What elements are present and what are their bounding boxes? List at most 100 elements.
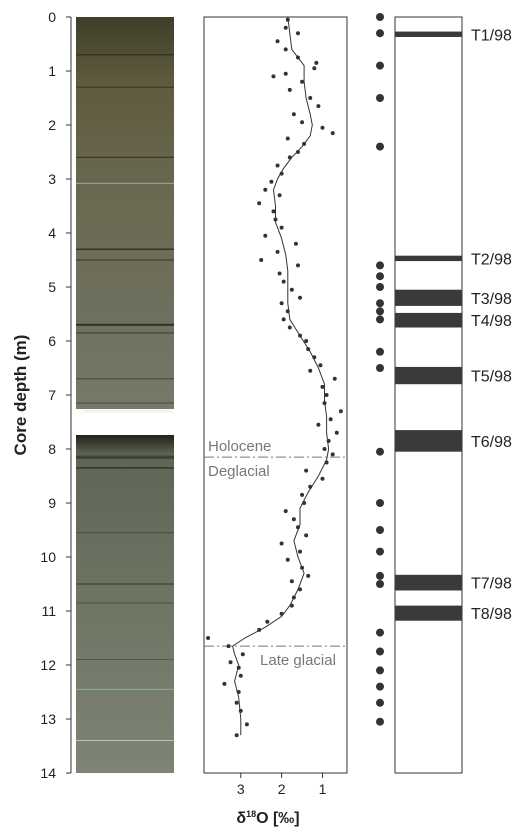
- isotope-point: [279, 301, 284, 306]
- isotope-point: [281, 279, 286, 284]
- sample-mark: [376, 571, 384, 580]
- y-tick-label: 0: [48, 9, 56, 25]
- isotope-point: [226, 644, 231, 649]
- sample-mark: [376, 307, 384, 316]
- tephra-layer: [395, 289, 462, 306]
- isotope-point: [330, 452, 335, 457]
- isotope-point: [320, 384, 325, 389]
- tephra-label: T6/98: [471, 434, 512, 451]
- isotope-point: [295, 263, 300, 268]
- isotope-point: [298, 549, 303, 554]
- isotope-point: [234, 733, 239, 738]
- isotope-point: [324, 460, 329, 465]
- isotope-point: [304, 339, 309, 343]
- sample-mark: [376, 682, 384, 691]
- isotope-point: [281, 317, 286, 322]
- isotope-point: [271, 209, 276, 214]
- isotope-point: [263, 233, 268, 238]
- sample-mark: [376, 142, 384, 151]
- isotope-plot: Holocene Deglacial Late glacial 3 2 1 δ18O […: [203, 16, 348, 827]
- sample-mark: [376, 499, 384, 507]
- isotope-point: [265, 619, 270, 624]
- tephra-layer: [395, 430, 462, 452]
- y-tick-label: 9: [48, 495, 56, 511]
- isotope-point: [285, 17, 290, 22]
- core-section-upper: [76, 17, 174, 434]
- isotope-point: [295, 31, 300, 36]
- isotope-point: [277, 271, 282, 276]
- isotope-point: [238, 673, 243, 678]
- tephra-layer: [395, 605, 462, 621]
- isotope-point: [324, 393, 329, 397]
- tephra-label: T3/98: [471, 291, 512, 308]
- sample-mark: [376, 447, 384, 456]
- isotope-point: [285, 557, 290, 562]
- sample-mark: [376, 647, 384, 656]
- sample-mark: [376, 299, 384, 308]
- smoothed-curve: [232, 16, 330, 736]
- isotope-point: [291, 112, 296, 117]
- isotope-point: [330, 131, 335, 136]
- tephra-label: T8/98: [471, 606, 512, 623]
- x-tick-label: 3: [237, 781, 245, 797]
- sample-mark: [376, 580, 384, 588]
- y-tick-label: 5: [48, 279, 56, 295]
- isotope-point: [287, 325, 292, 330]
- isotope-point: [318, 363, 323, 368]
- y-tick-label: 13: [40, 711, 56, 727]
- core-laminae: [76, 54, 174, 742]
- isotope-point: [283, 509, 288, 514]
- isotope-point: [312, 66, 317, 71]
- y-tick-label: 11: [41, 603, 56, 619]
- isotope-point: [322, 401, 327, 406]
- isotope-point: [275, 39, 280, 44]
- isotope-point: [308, 96, 313, 100]
- isotope-point: [275, 249, 280, 254]
- isotope-point: [238, 708, 243, 713]
- sample-marks: [376, 13, 384, 726]
- isotope-point: [275, 163, 280, 168]
- isotope-point: [338, 409, 343, 414]
- sample-mark: [376, 61, 384, 70]
- isotope-point: [240, 652, 245, 657]
- y-tick-label: 2: [48, 117, 56, 133]
- isotope-point: [300, 565, 305, 570]
- isotope-point: [326, 438, 331, 443]
- y-axis-title: Core depth (m): [11, 335, 30, 456]
- sample-mark: [376, 698, 384, 707]
- isotope-point: [308, 484, 313, 489]
- y-tick-label: 7: [48, 387, 56, 403]
- tephra-panel: T1/98 T2/98 T3/98 T4/98 T5/98 T6/98 T7/98 T8/98: [394, 16, 512, 774]
- isotope-point: [263, 187, 268, 192]
- sample-mark: [376, 364, 384, 372]
- isotope-point: [283, 47, 288, 52]
- sample-mark: [376, 547, 384, 556]
- zone-label: Holocene: [208, 438, 271, 455]
- isotope-point: [306, 573, 311, 578]
- isotope-point: [291, 595, 296, 600]
- isotope-point: [302, 141, 307, 146]
- isotope-point: [291, 517, 296, 522]
- isotope-point: [295, 55, 300, 60]
- tephra-layer: [395, 574, 462, 591]
- tephra-label: T4/98: [471, 313, 512, 330]
- y-tick-label: 1: [48, 63, 56, 79]
- core-gap: [76, 409, 174, 435]
- tephra-frame: [394, 16, 463, 774]
- isotope-point: [320, 125, 325, 130]
- tephra-label: T2/98: [471, 251, 512, 268]
- isotope-point: [312, 355, 317, 360]
- x-tick-label: 1: [319, 781, 327, 797]
- isotope-point: [244, 722, 249, 727]
- isotope-point: [222, 681, 227, 686]
- isotope-point: [279, 225, 284, 230]
- sample-mark: [376, 717, 384, 726]
- isotope-point: [332, 376, 337, 381]
- isotope-point: [306, 347, 311, 352]
- sample-mark: [376, 261, 384, 270]
- isotope-point: [283, 71, 288, 76]
- isotope-point: [259, 258, 264, 262]
- isotope-point: [236, 690, 241, 694]
- y-tick-label: 14: [40, 765, 56, 781]
- isotope-point: [289, 603, 294, 608]
